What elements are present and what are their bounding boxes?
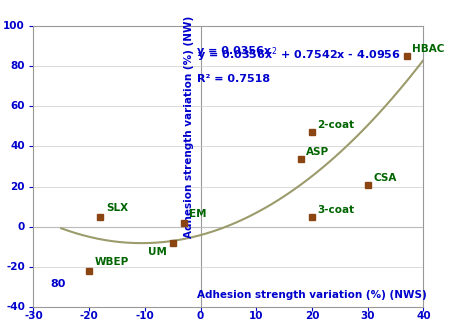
Text: SLX: SLX (106, 203, 128, 213)
Text: 20: 20 (10, 182, 25, 192)
Text: 10: 10 (249, 311, 264, 321)
Text: -20: -20 (6, 262, 25, 272)
Text: R² = 0.7518: R² = 0.7518 (197, 74, 270, 84)
Text: 80: 80 (50, 279, 66, 289)
Text: -10: -10 (135, 311, 154, 321)
Text: Adhesion strength variation (%) (NWS): Adhesion strength variation (%) (NWS) (197, 290, 427, 300)
Text: y = 0.0356x$^2$ + 0.7542x - 4.0956: y = 0.0356x$^2$ + 0.7542x - 4.0956 (197, 46, 401, 64)
Text: CSA: CSA (374, 173, 396, 183)
Text: 30: 30 (360, 311, 375, 321)
Text: -40: -40 (6, 302, 25, 312)
Text: -20: -20 (80, 311, 99, 321)
Text: 2-coat: 2-coat (318, 121, 355, 130)
Text: HBAC: HBAC (412, 44, 445, 54)
Text: 0: 0 (18, 222, 25, 232)
Text: WBEP: WBEP (94, 257, 129, 267)
Text: 60: 60 (10, 101, 25, 111)
Text: UM: UM (148, 247, 167, 257)
Text: Adhesion strength variation (%) (NW): Adhesion strength variation (%) (NW) (184, 15, 194, 238)
Text: 20: 20 (305, 311, 319, 321)
Text: ASP: ASP (306, 147, 329, 157)
Text: EM: EM (189, 209, 207, 219)
Text: 40: 40 (416, 311, 431, 321)
Text: 40: 40 (10, 141, 25, 151)
Text: 0: 0 (197, 311, 204, 321)
Text: -30: -30 (24, 311, 43, 321)
Text: 100: 100 (3, 21, 25, 31)
Text: 80: 80 (10, 61, 25, 71)
Text: 3-coat: 3-coat (318, 205, 355, 215)
Text: y = 0.0356x: y = 0.0356x (197, 46, 271, 56)
